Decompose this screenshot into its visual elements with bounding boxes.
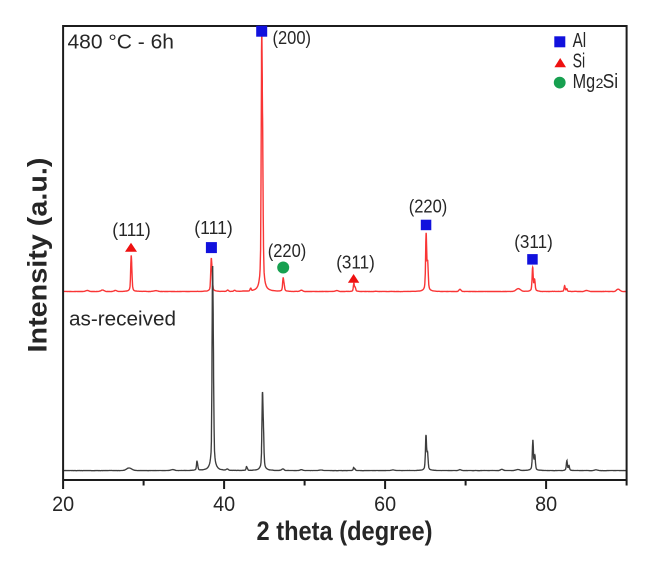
svg-text:60: 60 xyxy=(374,492,396,516)
svg-text:Intensity (a.u.): Intensity (a.u.) xyxy=(23,158,53,353)
svg-text:20: 20 xyxy=(52,492,74,516)
svg-text:Mg: Mg xyxy=(573,71,596,93)
svg-text:480 °C - 6h: 480 °C - 6h xyxy=(68,32,175,54)
svg-text:Al: Al xyxy=(573,30,587,52)
svg-text:(111): (111) xyxy=(112,220,151,240)
svg-text:Si: Si xyxy=(573,51,586,73)
svg-text:80: 80 xyxy=(535,492,557,516)
svg-text:(220): (220) xyxy=(409,197,448,217)
svg-text:2: 2 xyxy=(596,75,604,91)
svg-text:(220): (220) xyxy=(268,241,307,261)
svg-text:(311): (311) xyxy=(514,232,553,252)
svg-text:(111): (111) xyxy=(194,218,233,238)
svg-text:2 theta (degree): 2 theta (degree) xyxy=(257,516,433,546)
svg-text:(311): (311) xyxy=(336,253,375,273)
svg-text:Si: Si xyxy=(603,71,619,93)
svg-text:(200): (200) xyxy=(273,28,312,48)
svg-text:40: 40 xyxy=(213,492,235,516)
svg-text:as-received: as-received xyxy=(69,309,176,331)
